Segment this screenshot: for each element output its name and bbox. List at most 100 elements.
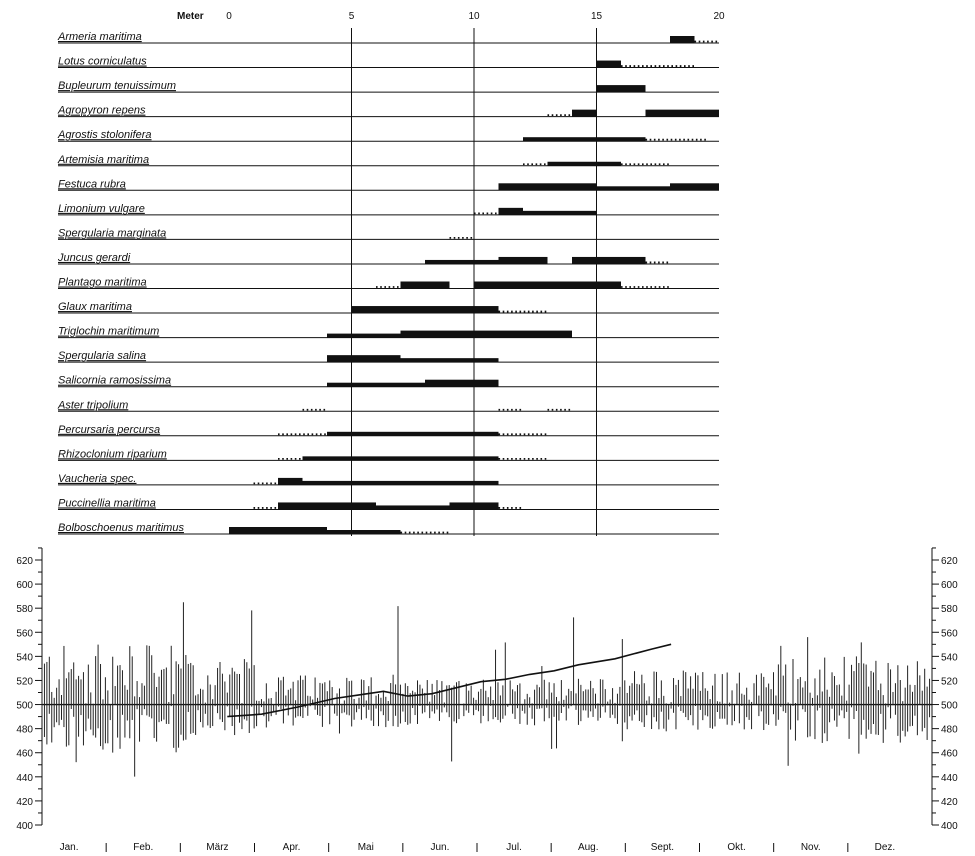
abundance-bar — [351, 502, 376, 510]
abundance-bar — [425, 330, 474, 338]
abundance-bar — [376, 505, 450, 510]
abundance-bar — [523, 330, 572, 338]
species-row: Armeria maritima — [57, 31, 719, 44]
y-tick-label-left: 580 — [16, 604, 33, 615]
abundance-bar — [572, 256, 597, 264]
abundance-bar — [400, 358, 499, 363]
species-row: Bupleurum tenuissimum — [58, 80, 719, 93]
abundance-bar — [498, 207, 523, 215]
species-label: Bupleurum tenuissimum — [58, 80, 176, 92]
abundance-bar — [327, 431, 499, 436]
y-tick-label-right: 540 — [941, 652, 958, 663]
species-label: Juncus gerardi — [57, 252, 131, 264]
species-row: Festuca rubra — [58, 178, 719, 191]
species-label: Limonium vulgare — [58, 203, 145, 215]
abundance-bar — [670, 109, 695, 117]
abundance-bar — [449, 379, 499, 387]
abundance-bar — [327, 530, 401, 534]
y-tick-label-right: 480 — [941, 725, 958, 736]
species-row: Artemisia maritima — [57, 154, 719, 167]
species-label: Spergularia salina — [58, 350, 146, 362]
abundance-bar — [523, 137, 646, 142]
y-tick-label-left: 480 — [16, 725, 33, 736]
abundance-bar — [523, 183, 548, 191]
species-label: Vaucheria spec. — [58, 473, 136, 485]
abundance-bar — [425, 281, 450, 289]
abundance-bar — [327, 333, 401, 338]
abundance-bar — [596, 85, 646, 93]
abundance-bar — [449, 502, 474, 510]
water-level-chart: 400 400 420 420 440 440 460 460 480 480 500 500 520 5… — [16, 547, 958, 853]
abundance-bar — [425, 379, 450, 387]
species-label: Rhizoclonium riparium — [58, 448, 167, 460]
species-label: Lotus corniculatus — [58, 56, 147, 68]
y-tick-label-left: 600 — [16, 580, 33, 591]
x-axis-title-meter: Meter — [177, 11, 204, 22]
abundance-bar — [278, 502, 327, 510]
month-label: Dez. — [875, 842, 896, 853]
y-tick-label-left: 520 — [16, 676, 33, 687]
abundance-bar — [400, 330, 425, 338]
species-label: Percursaria percursa — [58, 424, 160, 436]
meter-tick-label: 0 — [226, 11, 232, 22]
species-row: Aster tripolium — [57, 399, 719, 412]
abundance-bar — [596, 186, 670, 191]
abundance-bar — [694, 183, 719, 191]
abundance-bar — [596, 256, 621, 264]
species-label: Glaux maritima — [58, 301, 132, 313]
species-label: Artemisia maritima — [57, 154, 149, 166]
meter-tick-label: 10 — [468, 11, 480, 22]
month-label: Mai — [358, 842, 374, 853]
water-level-axes: 400 400 420 420 440 440 460 460 480 480 500 500 520 5… — [16, 547, 958, 832]
species-row: Salicornia ramosissima — [58, 375, 719, 388]
y-tick-label-left: 460 — [16, 749, 33, 760]
species-row: Juncus gerardi — [57, 252, 719, 265]
abundance-bar — [425, 259, 499, 264]
meter-tick-label: 15 — [591, 11, 603, 22]
y-tick-label-left: 540 — [16, 652, 33, 663]
species-label: Triglochin maritimum — [58, 326, 159, 338]
abundance-bar — [670, 36, 695, 43]
month-label: Sept. — [651, 842, 674, 853]
species-row: Spergularia salina — [58, 350, 719, 363]
abundance-bar — [351, 355, 401, 363]
y-tick-label-left: 560 — [16, 628, 33, 639]
species-label: Festuca rubra — [58, 178, 126, 190]
abundance-bar — [400, 306, 425, 314]
y-tick-label-right: 500 — [941, 701, 958, 712]
species-row: Plantago maritima — [58, 277, 719, 289]
abundance-bar — [351, 306, 376, 314]
abundance-bar — [670, 183, 695, 191]
y-tick-label-right: 560 — [941, 628, 958, 639]
y-tick-label-left: 620 — [16, 556, 33, 567]
month-label: Jun. — [430, 842, 449, 853]
abundance-bar — [278, 527, 327, 534]
abundance-bar — [498, 281, 523, 289]
abundance-bar — [327, 355, 352, 363]
y-tick-label-right: 520 — [941, 676, 958, 687]
y-tick-label-right: 440 — [941, 773, 958, 784]
y-tick-label-left: 500 — [16, 701, 33, 712]
abundance-bar — [498, 330, 523, 338]
abundance-bar — [498, 256, 523, 264]
month-label: Okt. — [727, 842, 745, 853]
abundance-bar — [327, 502, 352, 510]
abundance-bar — [572, 109, 597, 117]
abundance-bar — [694, 109, 719, 117]
abundance-bar — [400, 480, 499, 485]
abundance-bar — [621, 256, 646, 264]
abundance-bar — [572, 281, 621, 289]
y-tick-label-left: 400 — [16, 821, 33, 832]
species-row: Rhizoclonium riparium — [58, 448, 719, 461]
abundance-bar — [474, 306, 499, 314]
abundance-bar — [474, 281, 499, 289]
month-label: März — [206, 842, 228, 853]
abundance-bar — [547, 161, 621, 166]
month-label: Nov. — [801, 842, 821, 853]
abundance-bar — [596, 60, 621, 68]
month-axis: Jan. Feb. März Apr. Mai Jun. Jul. Aug. Sept. Okt.… — [60, 842, 896, 853]
species-label: Bolboschoenus maritimus — [58, 522, 184, 534]
species-rows: Armeria maritima Lotus corniculatus Bupleu… — [57, 31, 719, 535]
species-row: Triglochin maritimum — [58, 326, 719, 339]
species-label: Aster tripolium — [57, 399, 128, 411]
